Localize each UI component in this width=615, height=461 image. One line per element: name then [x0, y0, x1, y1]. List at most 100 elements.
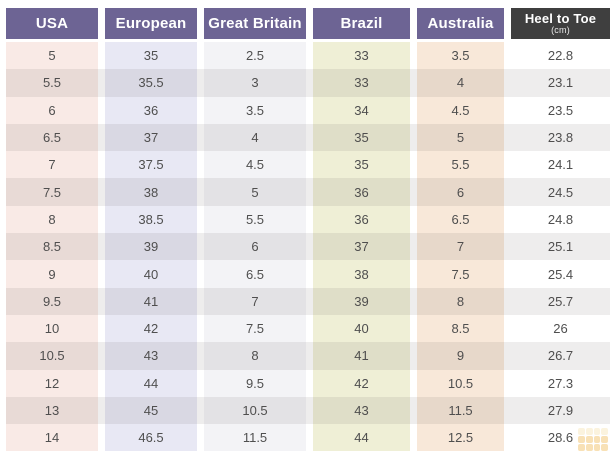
table-cell: 39 — [313, 287, 410, 315]
column-header-unit: (cm) — [551, 25, 570, 36]
table-row: 12 44 9.5 42 10.5 27.3 — [6, 369, 610, 397]
column-header-great-britain: Great Britain — [204, 8, 306, 39]
table-row: 10.5 43 8 41 9 26.7 — [6, 342, 610, 370]
table-cell: 9.5 — [204, 369, 306, 397]
table-row: 13 45 10.5 43 11.5 27.9 — [6, 396, 610, 425]
table-cell: 38 — [105, 178, 197, 206]
table-cell: 5 — [6, 42, 98, 70]
table-cell: 35.5 — [105, 69, 197, 97]
table-cell: 6.5 — [204, 260, 306, 288]
table-row: 6 36 3.5 34 4.5 23.5 — [6, 96, 610, 124]
table-cell: 6.5 — [6, 123, 98, 152]
table-cell: 35 — [105, 42, 197, 70]
table-row: 8 38.5 5.5 36 6.5 24.8 — [6, 205, 610, 234]
table-cell: 44 — [313, 424, 410, 452]
table-row: 8.5 39 6 37 7 25.1 — [6, 233, 610, 261]
grid-logo-icon — [601, 444, 608, 451]
table-cell: 6 — [417, 178, 504, 206]
table-cell: 12.5 — [417, 424, 504, 452]
table-cell: 10.5 — [417, 369, 504, 397]
table-cell: 7.5 — [204, 314, 306, 343]
table-cell: 24.5 — [511, 178, 610, 206]
table-cell: 36 — [313, 178, 410, 206]
table-cell: 6 — [204, 233, 306, 261]
grid-logo-icon — [601, 428, 608, 435]
column-header-label: USA — [35, 14, 69, 32]
table-body: 5 35 2.5 33 3.5 22.8 5.5 35.5 3 33 4 23.1 6 36 3.5 34 4.… — [6, 42, 610, 452]
table-cell: 28.6 — [511, 424, 610, 452]
grid-logo-icon — [593, 444, 601, 451]
table-cell: 38.5 — [105, 205, 197, 234]
table-cell: 2.5 — [204, 42, 306, 70]
table-cell: 42 — [313, 369, 410, 397]
table-cell: 5.5 — [6, 69, 98, 97]
table-cell: 40 — [313, 314, 410, 343]
table-cell: 25.1 — [511, 233, 610, 261]
table-cell: 24.1 — [511, 151, 610, 179]
table-cell: 13 — [6, 396, 98, 425]
table-row: 14 46.5 11.5 44 12.5 28.6 — [6, 424, 610, 452]
table-cell: 35 — [313, 123, 410, 152]
header-row: USA European Great Britain Brazil Australia H… — [6, 8, 610, 39]
table-cell: 3.5 — [204, 96, 306, 124]
table-cell: 23.5 — [511, 96, 610, 124]
table-cell: 37 — [105, 123, 197, 152]
watermark-logo — [578, 428, 608, 451]
table-row: 5.5 35.5 3 33 4 23.1 — [6, 69, 610, 97]
table-cell: 4.5 — [417, 96, 504, 124]
table-cell: 5.5 — [204, 205, 306, 234]
table-cell: 39 — [105, 233, 197, 261]
table-cell: 8 — [204, 342, 306, 370]
table-cell: 26 — [511, 314, 610, 343]
table-cell: 12 — [6, 369, 98, 397]
table-cell: 4 — [204, 123, 306, 152]
column-header-label: Australia — [427, 14, 494, 32]
grid-logo-icon — [578, 444, 585, 451]
table-cell: 3.5 — [417, 42, 504, 70]
table-cell: 5.5 — [417, 151, 504, 179]
table-row: 10 42 7.5 40 8.5 26 — [6, 314, 610, 343]
table-row: 9 40 6.5 38 7.5 25.4 — [6, 260, 610, 288]
grid-logo-icon — [593, 428, 601, 435]
table-row: 6.5 37 4 35 5 23.8 — [6, 123, 610, 152]
column-header-label: European — [115, 14, 187, 32]
column-header-brazil: Brazil — [313, 8, 410, 39]
table-cell: 9 — [6, 260, 98, 288]
table-cell: 33 — [313, 42, 410, 70]
grid-logo-icon — [585, 436, 593, 443]
table-row: 5 35 2.5 33 3.5 22.8 — [6, 42, 610, 70]
table-cell: 11.5 — [417, 396, 504, 425]
table-cell: 5 — [417, 123, 504, 152]
grid-logo-icon — [585, 428, 593, 435]
table-cell: 9 — [417, 342, 504, 370]
table-cell: 8 — [6, 205, 98, 234]
table-cell: 36 — [105, 96, 197, 124]
table-cell: 27.3 — [511, 369, 610, 397]
table-cell: 4.5 — [204, 151, 306, 179]
table-cell: 5 — [204, 178, 306, 206]
table-cell: 24.8 — [511, 205, 610, 234]
table-cell: 3 — [204, 69, 306, 97]
table-cell: 45 — [105, 396, 197, 425]
table-cell: 10.5 — [6, 342, 98, 370]
table-cell: 11.5 — [204, 424, 306, 452]
grid-logo-icon — [601, 436, 608, 443]
table-row: 7 37.5 4.5 35 5.5 24.1 — [6, 151, 610, 179]
table-cell: 25.7 — [511, 287, 610, 315]
table-cell: 7 — [417, 233, 504, 261]
table-cell: 23.1 — [511, 69, 610, 97]
table-cell: 7 — [204, 287, 306, 315]
grid-logo-icon — [578, 436, 585, 443]
table-cell: 7.5 — [6, 178, 98, 206]
table-cell: 44 — [105, 369, 197, 397]
table-cell: 37 — [313, 233, 410, 261]
column-header-usa: USA — [6, 8, 98, 39]
table-cell: 27.9 — [511, 396, 610, 425]
table-cell: 14 — [6, 424, 98, 452]
table-row: 7.5 38 5 36 6 24.5 — [6, 178, 610, 207]
grid-logo-icon — [593, 436, 601, 443]
column-header-label: Heel to Toe — [524, 10, 597, 26]
table-cell: 4 — [417, 69, 504, 97]
table-cell: 8.5 — [417, 314, 504, 343]
table-row: 9.5 41 7 39 8 25.7 — [6, 287, 610, 316]
